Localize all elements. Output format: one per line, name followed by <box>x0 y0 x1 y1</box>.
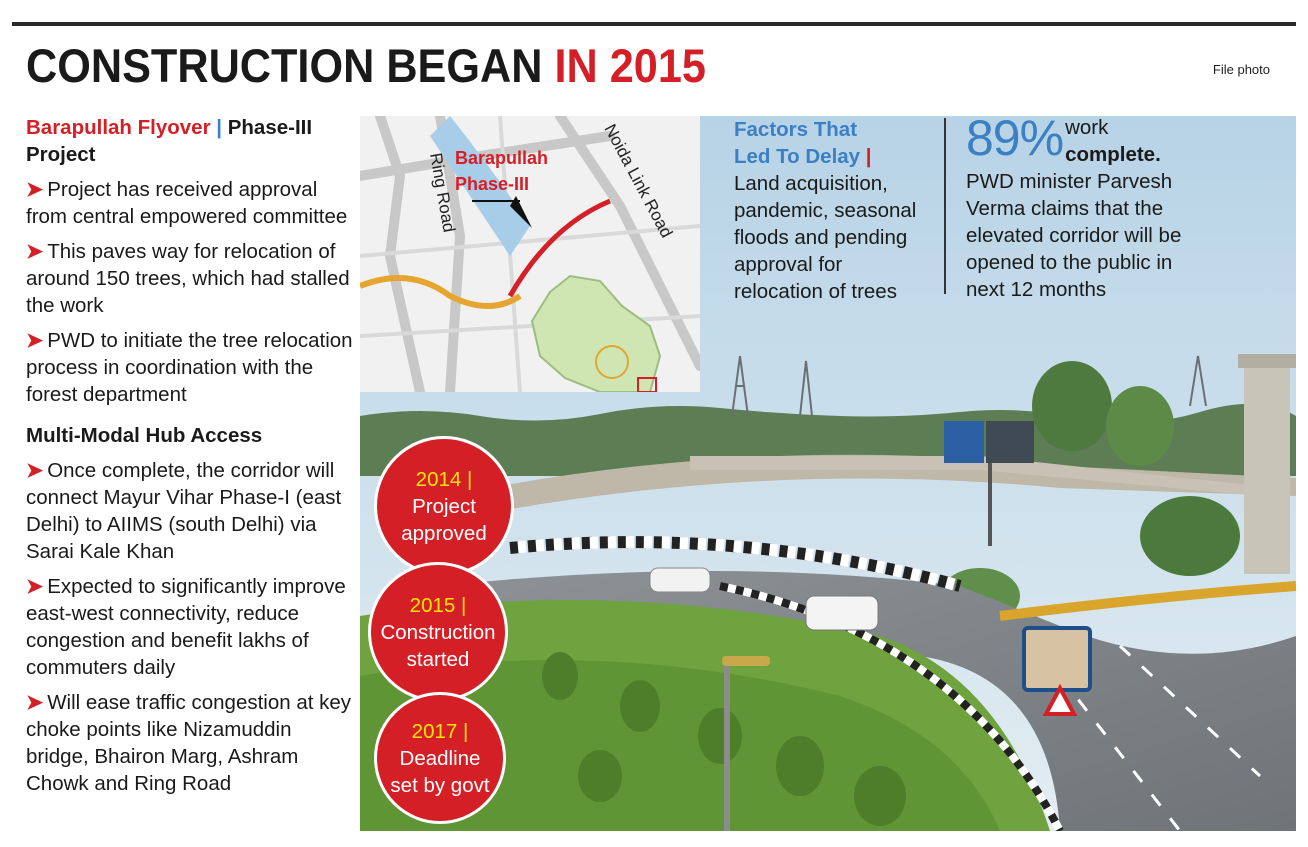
headline-part1: CONSTRUCTION BEGAN <box>26 39 555 92</box>
infographic-panel: File photo CONSTRUCTION BEGAN IN 2015 <box>12 26 1296 839</box>
progress-text: PWD minister Parvesh Verma claims that t… <box>966 170 1182 301</box>
top-rule <box>12 22 1296 26</box>
project-title-red: Barapullah Flyover <box>26 116 211 139</box>
hub-point: ➤ Expected to significantly improve east-… <box>26 575 346 679</box>
timeline-circle-2014: 2014 | Project approved <box>374 436 514 576</box>
progress-percent: 89% <box>966 110 1064 166</box>
title-separator: | <box>216 116 223 139</box>
arrow-icon: ➤ <box>26 459 44 482</box>
hub-heading: Multi-Modal Hub Access <box>26 424 263 447</box>
arrow-icon: ➤ <box>26 329 44 352</box>
factors-separator: | <box>865 145 872 168</box>
delay-factors: Factors That Led To Delay | Land acquisi… <box>734 116 934 305</box>
project-point: ➤ This paves way for relocation of around… <box>26 240 350 317</box>
timeline-circle-2017: 2017 | Deadline set by govt <box>374 692 506 824</box>
headline-part2: IN 2015 <box>554 39 706 92</box>
flyover-photo <box>360 116 1296 831</box>
timeline-circle-2015: 2015 | Construction started <box>368 562 508 702</box>
divider <box>944 118 946 294</box>
hub-point: ➤ Once complete, the corridor will connec… <box>26 459 342 563</box>
project-details: Barapullah Flyover | Phase-III Project ➤… <box>26 114 358 797</box>
project-title: Barapullah Flyover | Phase-III <box>26 114 358 141</box>
arrow-icon: ➤ <box>26 178 44 201</box>
progress-label: work complete. <box>1065 116 1161 166</box>
photo-credit: File photo <box>1212 62 1270 77</box>
factors-heading-1: Factors That <box>734 118 858 141</box>
factors-text: Land acquisition, pandemic, seasonal flo… <box>734 172 917 303</box>
project-point: ➤ PWD to initiate the tree relocation pro… <box>26 329 353 406</box>
arrow-icon: ➤ <box>26 240 44 263</box>
project-point: ➤ Project has received approval from cent… <box>26 178 348 228</box>
map-label-phase: Phase-III <box>455 174 529 194</box>
project-title-phase: Phase-III <box>227 116 313 139</box>
map-label-barapullah: Barapullah <box>455 148 548 168</box>
factors-heading-row: Led To Delay | <box>734 143 934 170</box>
project-title-line2: Project <box>26 143 96 166</box>
arrow-icon: ➤ <box>26 691 44 714</box>
headline: CONSTRUCTION BEGAN IN 2015 <box>26 38 706 93</box>
location-map: Barapullah Phase-III Ring Road Noida Lin… <box>355 111 705 397</box>
hub-point: ➤ Will ease traffic congestion at key cho… <box>26 691 352 795</box>
progress-block: 89% work complete. PWD minister Parvesh V… <box>966 112 1206 303</box>
arrow-icon: ➤ <box>26 575 44 598</box>
factors-heading-2: Led To Delay <box>734 145 861 168</box>
